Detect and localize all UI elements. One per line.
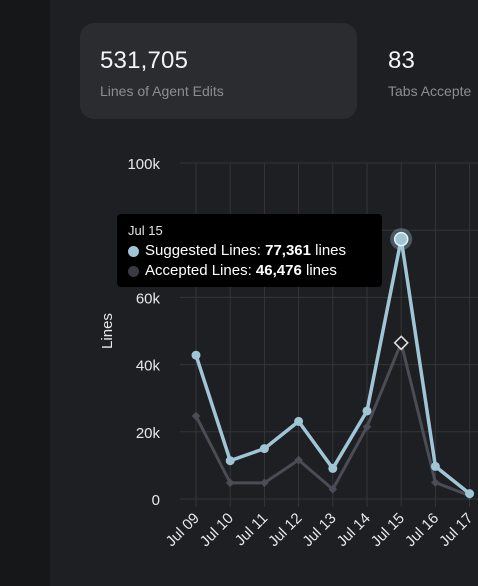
tooltip-title: Jul 15	[128, 223, 163, 238]
x-tick-label: Jul 15	[368, 510, 408, 550]
accepted-point[interactable]	[362, 422, 372, 432]
stat-value: 531,705	[100, 47, 189, 74]
accepted-point[interactable]	[191, 411, 201, 421]
suggested-point[interactable]	[191, 350, 201, 360]
y-tick-label: 100k	[127, 156, 160, 173]
y-tick-label: 0	[152, 492, 160, 509]
accepted-legend-dot	[128, 265, 139, 277]
tooltip-series-name: Accepted Lines	[145, 262, 248, 279]
stat-card-tabs-accepted: 83 Tabs Accepte	[388, 23, 478, 119]
suggested-point[interactable]	[328, 463, 338, 473]
x-tick-label: Jul 09	[163, 510, 203, 550]
accepted-point[interactable]	[431, 478, 440, 487]
chart-tooltip: Jul 15 Suggested Lines: 77,361 lines Acc…	[117, 214, 382, 287]
tooltip-value: 77,361	[265, 242, 311, 259]
y-tick-label: 20k	[136, 425, 161, 442]
y-tick-label: 60k	[136, 290, 161, 307]
suggested-point[interactable]	[362, 406, 372, 416]
accepted-point[interactable]	[328, 484, 338, 494]
suggested-point[interactable]	[225, 456, 235, 466]
accepted-point[interactable]	[393, 335, 409, 351]
x-tick-label: Jul 17	[436, 510, 476, 550]
y-axis-ticks: 020k40k60k80k100k	[127, 156, 160, 509]
suggested-point[interactable]	[465, 489, 475, 499]
suggested-point[interactable]	[294, 416, 304, 426]
sidebar	[0, 0, 50, 586]
x-tick-label: Jul 14	[334, 510, 374, 550]
x-tick-label: Jul 16	[402, 510, 442, 550]
tooltip-unit: lines	[315, 242, 347, 259]
tooltip-row-suggested: Suggested Lines: 77,361 lines	[128, 241, 371, 261]
y-tick-label: 40k	[136, 358, 161, 375]
tooltip-row-accepted: Accepted Lines: 46,476 lines	[128, 261, 371, 281]
accepted-point[interactable]	[294, 455, 303, 465]
stat-label: Tabs Accepte	[388, 83, 472, 99]
stat-value: 83	[388, 47, 416, 74]
x-tick-label: Jul 12	[265, 510, 305, 550]
x-tick-label: Jul 13	[299, 510, 339, 550]
accepted-point[interactable]	[225, 478, 235, 488]
suggested-point[interactable]	[259, 444, 269, 454]
tooltip-value: 46,476	[255, 262, 302, 279]
accepted-point[interactable]	[260, 478, 269, 488]
tooltip-series-name: Suggested Lines	[145, 242, 257, 259]
x-tick-label: Jul 10	[197, 510, 237, 550]
suggested-point[interactable]	[393, 231, 409, 247]
tooltip-unit: lines	[305, 262, 337, 279]
y-axis-label: Lines	[99, 313, 116, 349]
stat-label: Lines of Agent Edits	[100, 83, 224, 99]
stat-card-agent-edits: 531,705 Lines of Agent Edits	[80, 23, 357, 119]
x-tick-label: Jul 11	[232, 510, 272, 550]
suggested-legend-dot	[128, 245, 139, 257]
chart-series	[191, 228, 475, 500]
suggested-point[interactable]	[430, 461, 440, 471]
